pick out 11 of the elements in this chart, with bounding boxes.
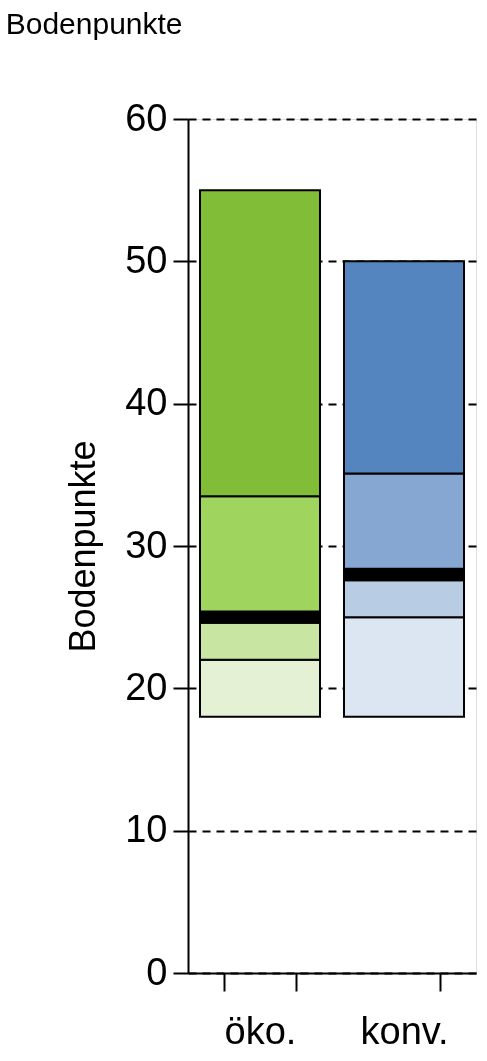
chart-title: Bodenpunkte	[5, 7, 183, 40]
y-axis-title: Bodenpunkte	[62, 440, 104, 653]
y-tick-label: 20	[125, 665, 168, 708]
x-tick-label: öko.	[224, 1009, 297, 1052]
y-tick-label: 60	[125, 96, 168, 139]
y-tick-label: 10	[125, 808, 168, 851]
y-tick-label: 30	[125, 523, 168, 566]
y-tick-label: 40	[125, 381, 168, 424]
y-tick-label: 0	[146, 950, 168, 993]
y-tick-label: 50	[125, 238, 168, 281]
x-tick-label: konv.	[360, 1009, 449, 1052]
